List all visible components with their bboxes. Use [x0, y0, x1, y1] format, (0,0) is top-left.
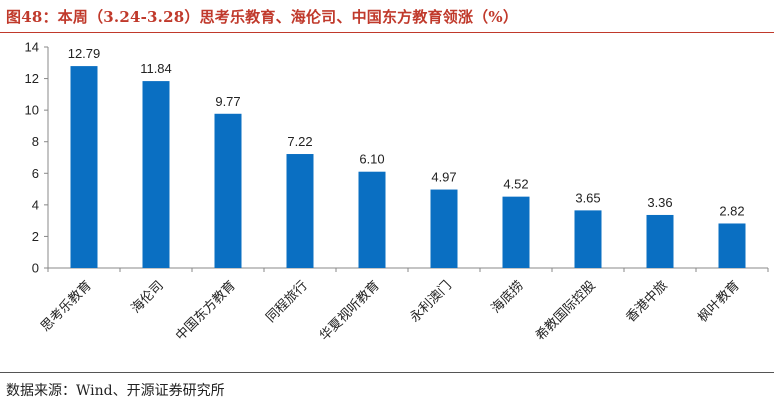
category-label: 华夏视听教育	[316, 278, 382, 344]
y-tick-label: 4	[32, 197, 39, 212]
bar-value-label: 4.97	[431, 170, 456, 185]
category-label: 思考乐教育	[38, 278, 95, 335]
category-label: 海伦司	[129, 278, 167, 316]
bar-value-label: 4.52	[503, 177, 528, 192]
category-label: 永利澳门	[407, 278, 455, 326]
bar-value-label: 9.77	[215, 94, 240, 109]
bar	[286, 154, 314, 268]
bar-chart: 0 2 4 6 8 10 12 14 12.79 11.84 9.77 7.22 6.10 4.97 4.…	[25, 40, 769, 344]
bar-value-label: 2.82	[719, 203, 744, 218]
bar	[214, 113, 242, 268]
title-divider	[0, 32, 774, 33]
bar-series	[70, 66, 746, 269]
bar-value-label: 6.10	[359, 152, 384, 167]
bar	[646, 214, 674, 268]
bar-value-label: 3.36	[647, 195, 672, 210]
category-label: 香港中旅	[623, 278, 670, 325]
source-note: 数据来源：Wind、开源证券研究所	[6, 383, 225, 399]
bar-value-label: 3.65	[575, 190, 600, 205]
y-tick-label: 8	[32, 134, 39, 149]
bar	[70, 66, 98, 269]
category-label: 希教国际控股	[532, 278, 598, 344]
category-label: 同程旅行	[263, 278, 310, 325]
bar-value-label: 7.22	[287, 134, 312, 149]
category-labels: 思考乐教育 海伦司 中国东方教育 同程旅行 华夏视听教育 永利澳门 海底捞 希教国际控股 香港中…	[38, 278, 743, 344]
bar-value-label: 11.84	[140, 61, 172, 76]
bar	[574, 210, 602, 268]
chart-title: 图48：本周（3.24-3.28）思考乐教育、海伦司、中国东方教育领涨（%）	[6, 8, 519, 26]
bar	[430, 189, 458, 268]
data-labels: 12.79 11.84 9.77 7.22 6.10 4.97 4.52 3.65 3.36 2.…	[68, 46, 745, 218]
bar	[502, 196, 530, 268]
category-label: 枫叶教育	[695, 278, 743, 326]
y-tick-label: 6	[32, 166, 39, 181]
y-tick-label: 0	[32, 261, 39, 276]
category-label: 中国东方教育	[172, 278, 238, 344]
y-tick-label: 10	[25, 103, 39, 118]
bar-value-label: 12.79	[68, 46, 101, 61]
y-tick-label: 2	[32, 229, 39, 244]
footer-divider	[0, 372, 774, 373]
y-tick-label: 12	[25, 71, 39, 86]
bar	[358, 171, 386, 268]
bar	[718, 223, 746, 268]
y-tick-label: 14	[25, 40, 39, 55]
category-label: 海底捞	[488, 278, 527, 317]
bar	[142, 81, 170, 269]
